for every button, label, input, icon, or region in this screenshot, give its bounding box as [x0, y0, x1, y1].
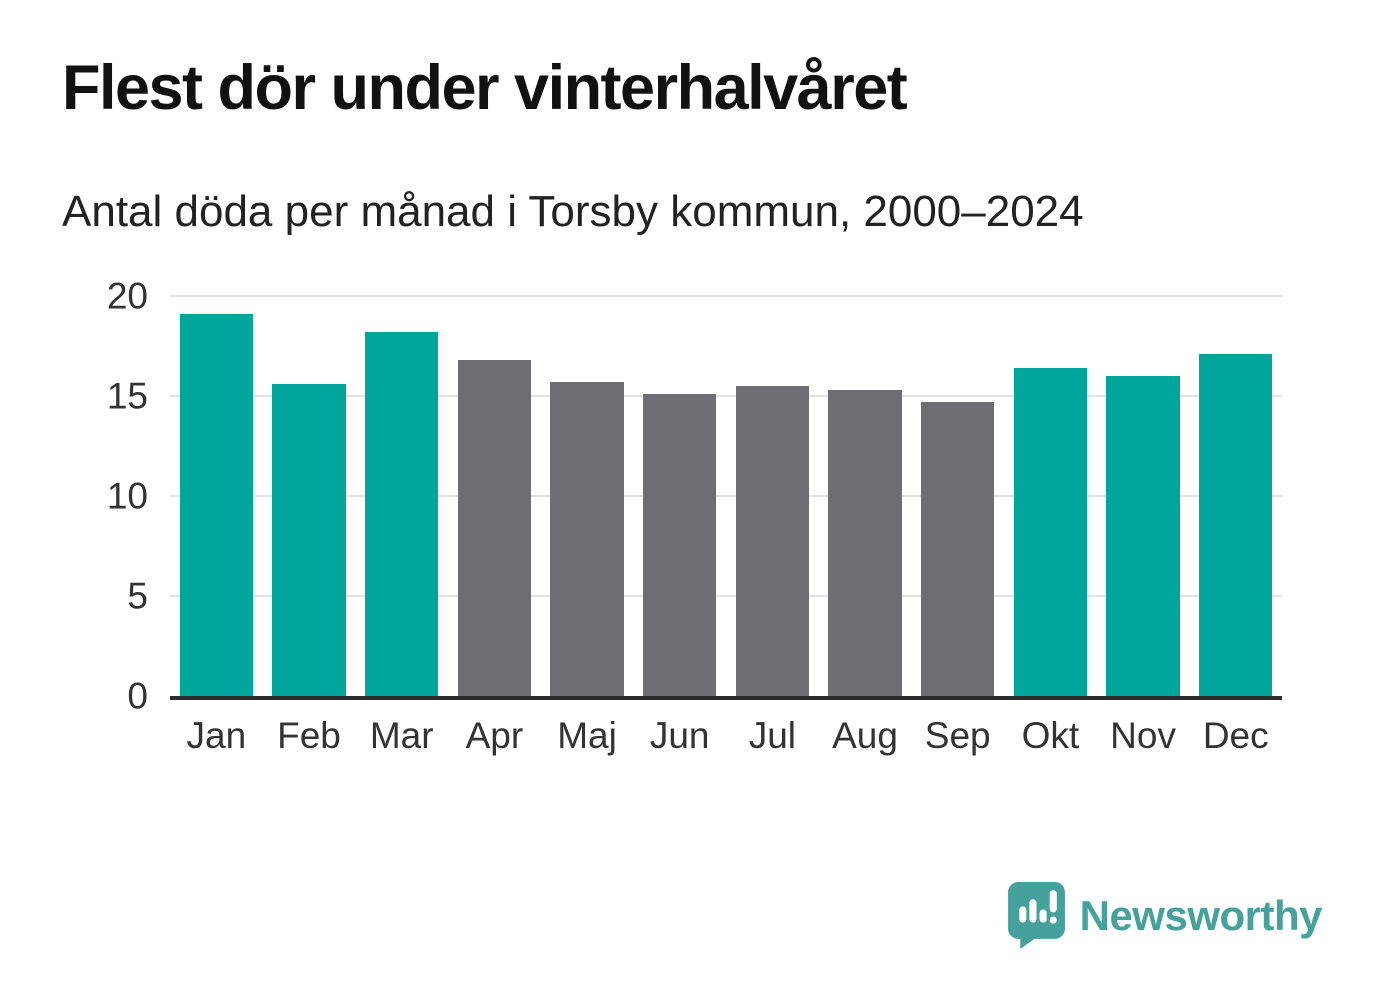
- logo-bar-3: [1039, 909, 1047, 923]
- bar-jan: [179, 314, 253, 696]
- x-axis-label-jan: Jan: [186, 715, 247, 756]
- bar-slot-jul: [726, 296, 819, 696]
- bar-slot-sep: [911, 296, 1004, 696]
- bar-maj: [550, 382, 624, 696]
- bar-slot-nov: [1097, 296, 1190, 696]
- bar-nov: [1106, 376, 1180, 696]
- x-axis-label-dec: Dec: [1202, 715, 1269, 756]
- logo-bar-2: [1029, 899, 1037, 923]
- y-tick-label-10: 10: [106, 475, 148, 517]
- x-axis-label-mar: Mar: [369, 715, 434, 756]
- chart-title: Flest dör under vinterhalvåret: [62, 53, 908, 123]
- bar-apr: [457, 360, 531, 696]
- newsworthy-logo-text: Newsworthy: [1079, 891, 1323, 939]
- bar-series: [170, 296, 1282, 696]
- x-axis-label-okt: Okt: [1021, 715, 1080, 756]
- bar-slot-dec: [1189, 296, 1282, 696]
- bar-jul: [735, 386, 809, 696]
- x-axis-label-apr: Apr: [465, 715, 524, 756]
- y-tick-label-0: 0: [127, 675, 148, 717]
- bar-aug: [828, 390, 902, 696]
- x-axis-label-jun: Jun: [649, 715, 710, 756]
- x-axis: Jan Feb Mar Apr Maj Jun Jul Aug Sep Okt Nov Dec: [170, 714, 1282, 758]
- bar-sep: [921, 402, 995, 696]
- gridline-20: [170, 295, 1282, 297]
- y-tick-label-15: 15: [106, 375, 148, 417]
- plot-area: [170, 295, 1282, 700]
- gridline-10: [170, 495, 1282, 497]
- bar-slot-okt: [1004, 296, 1097, 696]
- bar-jun: [643, 394, 717, 696]
- bar-slot-maj: [541, 296, 634, 696]
- bar-slot-jun: [633, 296, 726, 696]
- bar-dec: [1199, 354, 1273, 696]
- bar-slot-apr: [448, 296, 541, 696]
- chart-subtitle: Antal döda per månad i Torsby kommun, 20…: [62, 187, 1084, 236]
- x-axis-label-jul: Jul: [748, 715, 797, 756]
- bar-slot-jan: [170, 296, 263, 696]
- x-axis-label-maj: Maj: [557, 715, 617, 756]
- newsworthy-logo: Newsworthy: [1007, 882, 1323, 949]
- gridline-5: [170, 595, 1282, 597]
- logo-exclamation-dot: [1049, 916, 1057, 924]
- bar-mar: [365, 332, 439, 696]
- bar-slot-mar: [355, 296, 448, 696]
- x-axis-label-aug: Aug: [832, 715, 898, 756]
- y-tick-label-5: 5: [127, 575, 148, 617]
- logo-exclamation-bar: [1049, 890, 1057, 913]
- bar-slot-feb: [263, 296, 356, 696]
- bar-slot-aug: [819, 296, 912, 696]
- bar-okt: [1013, 368, 1087, 696]
- x-axis-label-sep: Sep: [924, 715, 991, 756]
- x-axis-label-feb: Feb: [277, 715, 341, 756]
- y-tick-label-20: 20: [106, 275, 148, 317]
- x-axis-label-nov: Nov: [1110, 715, 1176, 756]
- y-axis: 0 5 10 15 20: [0, 278, 148, 715]
- gridline-15: [170, 395, 1282, 397]
- bar-feb: [272, 384, 346, 696]
- logo-bar-1: [1018, 906, 1026, 923]
- speech-bubble-bar-chart-icon: [1007, 882, 1065, 949]
